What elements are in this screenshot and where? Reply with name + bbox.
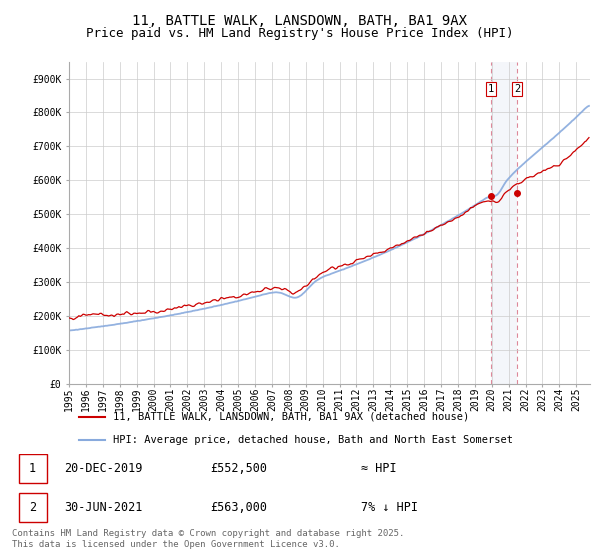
Text: 7% ↓ HPI: 7% ↓ HPI [361, 501, 418, 514]
Text: 1: 1 [488, 83, 494, 94]
FancyBboxPatch shape [19, 493, 47, 522]
Text: 2: 2 [29, 501, 36, 514]
Text: £552,500: £552,500 [210, 462, 267, 475]
Text: HPI: Average price, detached house, Bath and North East Somerset: HPI: Average price, detached house, Bath… [113, 435, 513, 445]
Text: 11, BATTLE WALK, LANSDOWN, BATH, BA1 9AX (detached house): 11, BATTLE WALK, LANSDOWN, BATH, BA1 9AX… [113, 412, 470, 422]
Text: 1: 1 [29, 462, 36, 475]
Text: Price paid vs. HM Land Registry's House Price Index (HPI): Price paid vs. HM Land Registry's House … [86, 27, 514, 40]
FancyBboxPatch shape [19, 454, 47, 483]
Text: ≈ HPI: ≈ HPI [361, 462, 397, 475]
Bar [491, 62, 517, 384]
Text: £563,000: £563,000 [210, 501, 267, 514]
Text: 2: 2 [514, 83, 520, 94]
Text: Contains HM Land Registry data © Crown copyright and database right 2025.
This d: Contains HM Land Registry data © Crown c… [12, 529, 404, 549]
Text: 11, BATTLE WALK, LANSDOWN, BATH, BA1 9AX: 11, BATTLE WALK, LANSDOWN, BATH, BA1 9AX [133, 14, 467, 28]
Text: 20-DEC-2019: 20-DEC-2019 [64, 462, 143, 475]
Text: 30-JUN-2021: 30-JUN-2021 [64, 501, 143, 514]
